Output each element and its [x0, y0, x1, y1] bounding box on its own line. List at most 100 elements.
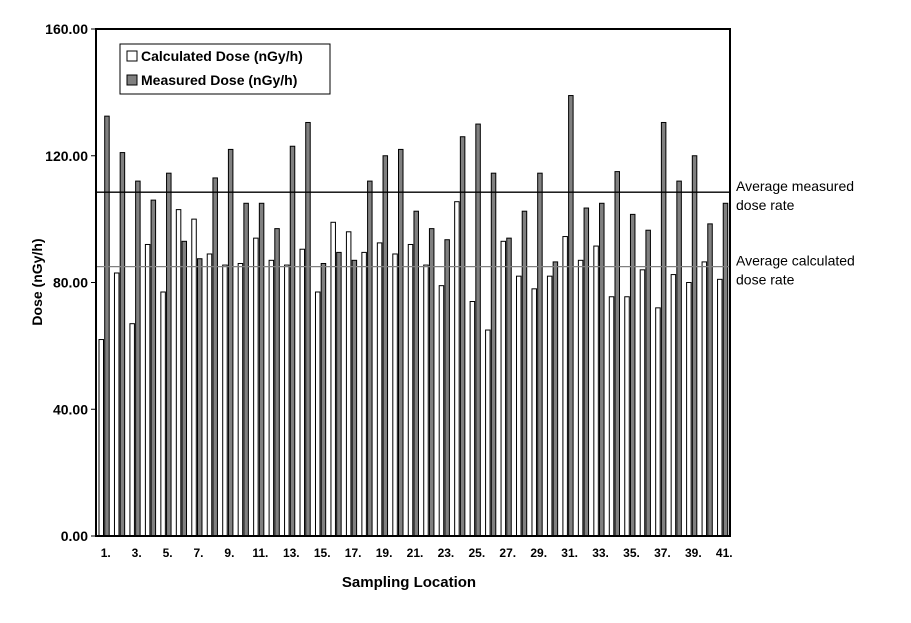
bar-calculated-28	[516, 275, 522, 537]
bar-measured-8	[212, 177, 218, 537]
bar-calculated-40	[701, 261, 708, 537]
bar-measured-12	[274, 228, 280, 537]
bar-measured-20	[398, 148, 404, 537]
legend-label-calculated: Calculated Dose (nGy/h)	[141, 48, 303, 64]
bar-calculated-12	[268, 259, 275, 537]
bar-measured-29	[537, 172, 543, 537]
x-tick-label: 5.	[163, 546, 173, 560]
bar-calculated-31	[562, 236, 568, 537]
y-tick-label: 120.00	[45, 148, 88, 164]
bar-calculated-5	[160, 291, 166, 537]
legend-swatch-calculated	[126, 50, 138, 62]
bar-calculated-8	[206, 253, 213, 537]
x-tick-label: 25.	[469, 546, 486, 560]
bar-measured-24	[459, 136, 466, 537]
bar-measured-31	[568, 95, 574, 537]
bar-calculated-17	[345, 231, 352, 537]
x-tick-label: 27.	[499, 546, 516, 560]
bar-calculated-38	[670, 274, 677, 537]
legend-label-measured: Measured Dose (nGy/h)	[141, 72, 297, 88]
x-tick-label: 1.	[101, 546, 111, 560]
bar-calculated-33	[593, 245, 599, 537]
bar-calculated-13	[284, 264, 290, 537]
legend-box	[119, 43, 331, 95]
x-tick-label: 31.	[561, 546, 578, 560]
bar-calculated-25	[469, 301, 476, 537]
bar-calculated-4	[144, 243, 151, 537]
x-tick-label: 19.	[376, 546, 393, 560]
bar-measured-9	[227, 148, 234, 537]
x-tick-label: 11.	[252, 546, 268, 560]
bar-calculated-41	[717, 278, 723, 537]
x-tick-label: 39.	[685, 546, 702, 560]
x-tick-label: 15.	[314, 546, 331, 560]
bar-measured-32	[583, 207, 590, 537]
y-tick-label: 80.00	[53, 275, 88, 291]
y-axis-label: Dose (nGy/h)	[29, 238, 45, 325]
legend: Calculated Dose (nGy/h) Measured Dose (n…	[119, 43, 331, 95]
bar-measured-10	[243, 202, 249, 537]
bar-measured-3	[135, 180, 141, 537]
bar-measured-2	[119, 152, 126, 537]
reference-label: Average measured	[736, 178, 854, 194]
bar-calculated-32	[577, 259, 584, 537]
reference-label: Average calculated	[736, 253, 855, 269]
x-tick-label: 23.	[438, 546, 455, 560]
bar-measured-16	[336, 251, 342, 537]
bar-calculated-10	[237, 262, 244, 537]
reference-label: dose rate	[736, 272, 795, 288]
bar-measured-14	[305, 121, 311, 537]
bar-measured-40	[707, 223, 713, 537]
bar-measured-19	[382, 155, 389, 537]
x-tick-label: 29.	[530, 546, 547, 560]
x-tick-label: 13.	[283, 546, 300, 560]
bar-measured-36	[645, 229, 651, 537]
bar-calculated-27	[500, 240, 507, 537]
x-tick-label: 37.	[654, 546, 671, 560]
bar-measured-11	[258, 202, 265, 537]
bar-measured-33	[599, 202, 605, 537]
bar-measured-35	[629, 213, 636, 537]
x-tick-label: 21.	[407, 546, 424, 560]
bar-measured-6	[181, 240, 188, 537]
x-axis-label: Sampling Location	[342, 574, 476, 591]
bar-measured-26	[490, 172, 497, 537]
bar-measured-28	[521, 210, 528, 537]
bar-measured-41	[722, 202, 729, 537]
bar-measured-34	[614, 171, 620, 537]
bar-calculated-2	[113, 272, 120, 537]
bar-measured-5	[166, 172, 172, 537]
bar-calculated-22	[423, 264, 429, 537]
bar-measured-30	[552, 261, 559, 537]
x-tick-label: 17.	[345, 546, 362, 560]
bar-calculated-24	[454, 201, 460, 537]
x-tick-label: 33.	[592, 546, 609, 560]
bar-calculated-1	[98, 339, 104, 537]
y-tick-label: 160.00	[45, 21, 88, 37]
bar-measured-38	[676, 180, 682, 537]
bar-calculated-35	[624, 296, 630, 537]
bar-calculated-15	[314, 291, 321, 537]
y-tick-label: 0.00	[61, 528, 88, 544]
reference-label: dose rate	[736, 197, 795, 213]
bar-calculated-18	[361, 251, 367, 537]
bar-calculated-14	[299, 248, 306, 537]
x-tick-label: 35.	[623, 546, 640, 560]
bar-calculated-16	[330, 221, 336, 537]
bar-calculated-21	[407, 243, 414, 537]
bar-calculated-23	[438, 285, 445, 537]
bar-calculated-9	[222, 264, 228, 537]
bar-measured-25	[475, 123, 481, 537]
bar-calculated-29	[531, 288, 537, 537]
bar-measured-7	[196, 258, 203, 537]
bar-measured-13	[289, 145, 296, 537]
bar-calculated-39	[686, 282, 692, 537]
bar-calculated-26	[485, 329, 491, 537]
bar-calculated-6	[175, 209, 182, 537]
bar-calculated-36	[639, 269, 646, 537]
y-tick-label: 40.00	[53, 401, 88, 417]
bar-measured-18	[367, 180, 373, 537]
bar-measured-21	[413, 210, 419, 537]
bar-measured-4	[150, 199, 157, 537]
